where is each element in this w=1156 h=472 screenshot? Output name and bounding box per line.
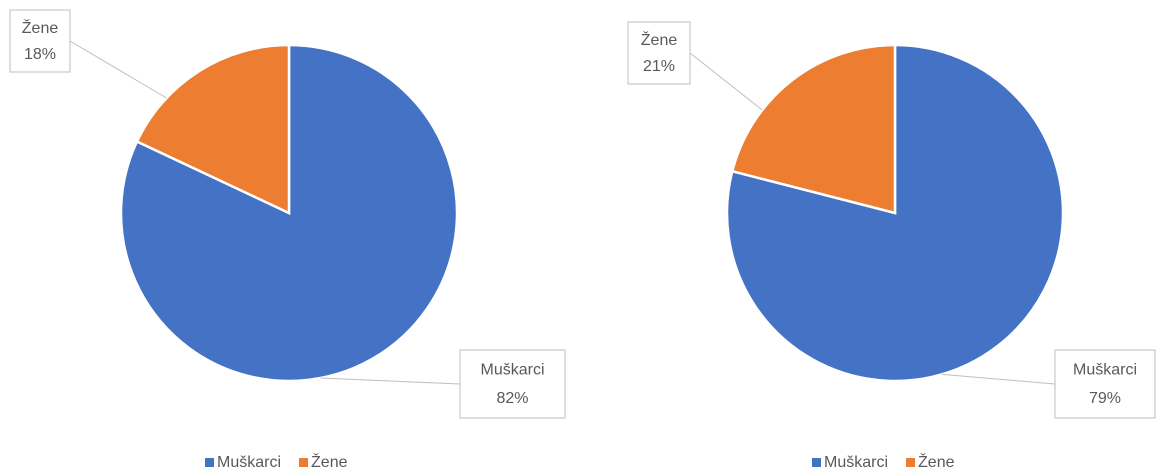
callout-line — [69, 40, 167, 99]
legend-swatch — [205, 458, 214, 467]
data-label-name: Žene — [22, 18, 59, 37]
legend-label: Muškarci — [217, 454, 281, 471]
legend-swatch — [299, 458, 309, 467]
data-label-name: Muškarci — [480, 362, 544, 379]
data-label-value: 79% — [1089, 390, 1121, 407]
pie-slice — [730, 43, 897, 215]
data-label-value: 21% — [643, 58, 675, 75]
legend-label: Žene — [918, 452, 955, 471]
data-label-value: 18% — [24, 46, 56, 63]
pie-slice — [135, 43, 291, 215]
legend-swatch — [906, 458, 916, 467]
label-box — [459, 349, 566, 419]
label-box — [627, 21, 691, 85]
pie-slice — [119, 43, 459, 383]
data-label-value: 82% — [496, 390, 528, 407]
callout-line — [941, 373, 1056, 385]
label-box — [9, 9, 71, 73]
data-label-name: Žene — [641, 30, 678, 49]
label-box — [1054, 349, 1156, 419]
legend-label: Muškarci — [824, 454, 888, 471]
data-label-name: Muškarci — [1073, 362, 1137, 379]
callout-line — [689, 52, 763, 111]
pie-slice — [725, 43, 1065, 383]
legend-label: Žene — [311, 452, 348, 471]
legend-swatch — [812, 458, 821, 467]
callout-line — [320, 377, 461, 385]
